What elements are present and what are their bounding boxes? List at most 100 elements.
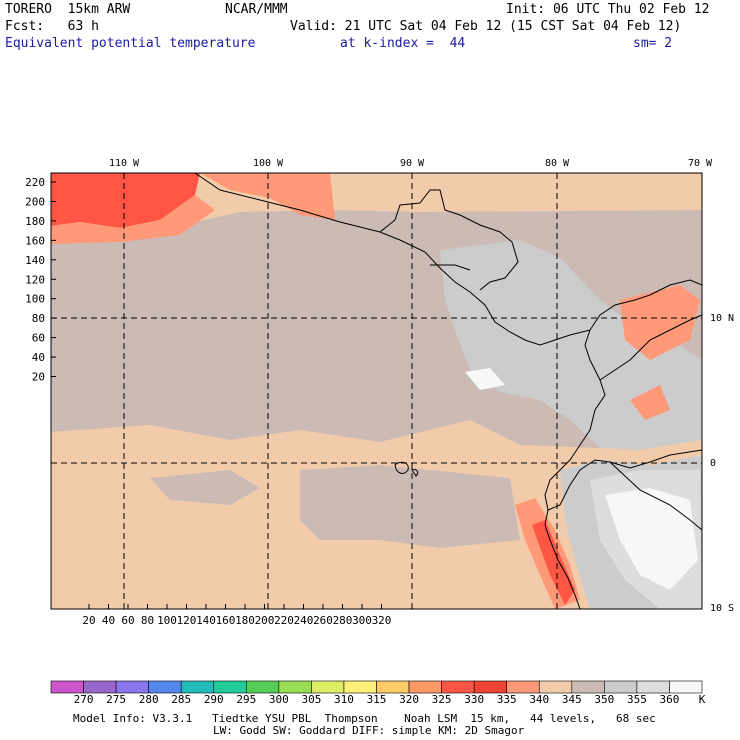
legend-swatch (278, 680, 312, 694)
legend-swatch (115, 680, 149, 694)
legend-label: 325 (431, 693, 452, 706)
legend-label: 280 (138, 693, 159, 706)
x-tick-label: 260 (313, 614, 333, 627)
cool-band-lower (300, 465, 520, 548)
legend-label: 330 (464, 693, 485, 706)
x-tick-label: 320 (372, 614, 392, 627)
legend-label: 305 (301, 693, 322, 706)
legend-label: 355 (626, 693, 647, 706)
legend-label: 350 (594, 693, 615, 706)
valid-time: Valid: 21 UTC Sat 04 Feb 12 (15 CST Sat … (290, 19, 682, 34)
lon-label: 80 W (545, 158, 570, 169)
lat-label: 10 S (710, 603, 734, 614)
y-tick-label: 20 (32, 371, 45, 384)
x-tick-label: 160 (216, 614, 236, 627)
forecast-hour: Fcst: 63 h (5, 19, 99, 34)
x-tick-label: 220 (274, 614, 294, 627)
field-name: Equivalent potential temperature (5, 36, 256, 51)
white-patch-small (465, 368, 505, 390)
y-tick-label: 200 (25, 195, 45, 208)
x-tick-label: 40 (102, 614, 115, 627)
legend-label: 310 (334, 693, 354, 706)
cool-patch-left (150, 470, 260, 505)
lat-label: 0 (710, 458, 716, 469)
legend-swatch (376, 680, 410, 694)
legend-swatch (408, 680, 442, 694)
legend-label: 320 (399, 693, 419, 706)
x-tick-label: 120 (177, 614, 197, 627)
legend-label: K (698, 693, 706, 706)
legend-swatch (50, 680, 84, 694)
legend-swatch (246, 680, 280, 694)
legend-label: 270 (73, 693, 94, 706)
warm-patch-ecuador (630, 385, 670, 420)
model-title: TORERO 15km ARW (5, 2, 131, 17)
legend-swatch (604, 680, 638, 694)
org-label: NCAR/MMM (225, 2, 288, 17)
legend-label: 275 (106, 693, 127, 706)
map-frame (50, 172, 703, 610)
y-tick-label: 120 (25, 273, 45, 286)
y-tick-label: 180 (25, 215, 45, 228)
y-tick-label: 60 (32, 332, 45, 345)
x-tick-label: 100 (157, 614, 177, 627)
model-info-line1: Model Info: V3.3.1 Tiedtke YSU PBL Thomp… (73, 712, 656, 725)
hot-strip-peru (532, 520, 575, 605)
legend-swatch (636, 680, 670, 694)
legend-label: 290 (203, 693, 224, 706)
x-tick-label: 180 (235, 614, 255, 627)
y-tick-label: 80 (32, 312, 45, 325)
theta-e-field (51, 173, 702, 609)
y-tick-label: 140 (25, 254, 45, 267)
warm-patch-colombia (620, 285, 700, 360)
legend-swatch (180, 680, 215, 694)
y-tick-label: 100 (25, 293, 45, 306)
lat-lon-grid (51, 173, 702, 609)
legend-swatch (538, 680, 573, 694)
lat-label: 10 N (710, 313, 734, 324)
legend-swatch (83, 680, 117, 694)
legend-label: 360 (659, 693, 680, 706)
coastlines (194, 172, 703, 610)
x-tick-label: 200 (255, 614, 275, 627)
x-tick-label: 280 (333, 614, 353, 627)
smoothing-info: sm= 2 (633, 36, 673, 51)
legend-swatch (213, 680, 247, 694)
legend-swatch (571, 680, 605, 694)
legend-swatch (473, 680, 507, 694)
legend-label: 345 (561, 693, 582, 706)
x-tick-label: 60 (121, 614, 134, 627)
y-tick-label: 220 (25, 176, 45, 189)
x-tick-label: 20 (82, 614, 95, 627)
lon-label: 70 W (688, 158, 713, 169)
legend-swatch (441, 680, 475, 694)
legend-label: 340 (529, 693, 550, 706)
model-info-line2: LW: Godd SW: Goddard DIFF: simple KM: 2D… (213, 724, 525, 737)
white-patch (605, 488, 698, 590)
x-tick-label: 300 (352, 614, 372, 627)
warm-patch-nw (51, 173, 200, 228)
x-tick-label: 80 (141, 614, 154, 627)
y-tick-label: 40 (32, 351, 45, 364)
color-legend-bar (50, 680, 703, 694)
x-tick-label: 140 (196, 614, 216, 627)
x-tick-label: 240 (294, 614, 314, 627)
legend-swatch (669, 680, 703, 694)
y-tick-label: 160 (25, 234, 45, 247)
legend-label: 285 (171, 693, 192, 706)
legend-label: 295 (236, 693, 257, 706)
legend-label: 335 (496, 693, 517, 706)
level-info: at k-index = 44 (340, 36, 466, 51)
legend-label: 300 (268, 693, 289, 706)
legend-swatch (506, 680, 540, 694)
lon-label: 90 W (400, 158, 425, 169)
legend-swatch (343, 680, 377, 694)
warm-patch-nw-edge (51, 195, 215, 244)
legend-swatch (148, 680, 182, 694)
legend-label: 315 (366, 693, 387, 706)
init-time: Init: 06 UTC Thu 02 Feb 12 (506, 2, 710, 17)
lon-label: 100 W (253, 158, 284, 169)
legend-swatch (311, 680, 345, 694)
